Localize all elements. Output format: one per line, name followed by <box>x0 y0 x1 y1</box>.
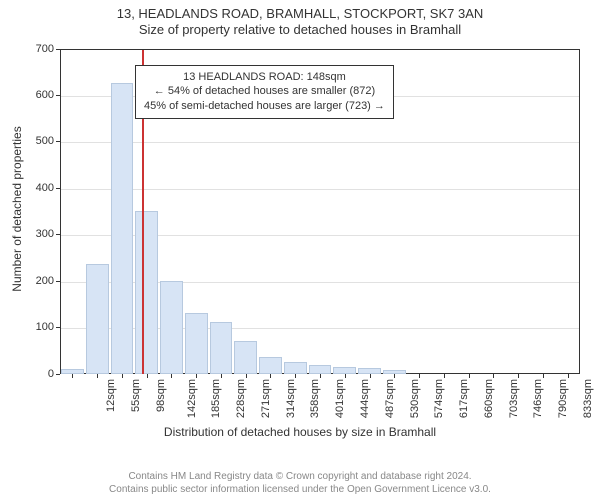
ytick-label: 600 <box>14 89 54 101</box>
ytick-mark <box>56 327 60 328</box>
gridline <box>60 189 579 190</box>
xtick-label: 271sqm <box>260 379 272 418</box>
xtick-mark <box>171 374 172 378</box>
xtick-label: 228sqm <box>235 379 247 418</box>
xtick-mark <box>394 374 395 378</box>
footer-attribution: Contains HM Land Registry data © Crown c… <box>0 470 600 496</box>
xtick-mark <box>493 374 494 378</box>
xtick-label: 660sqm <box>483 379 495 418</box>
bar <box>234 341 257 374</box>
y-axis-line <box>60 50 61 374</box>
ytick-label: 400 <box>14 182 54 194</box>
xtick-mark <box>419 374 420 378</box>
ytick-label: 0 <box>14 368 54 380</box>
xtick-mark <box>295 374 296 378</box>
gridline <box>60 142 579 143</box>
xtick-mark <box>270 374 271 378</box>
xtick-mark <box>345 374 346 378</box>
ytick-label: 200 <box>14 275 54 287</box>
xtick-label: 530sqm <box>409 379 421 418</box>
annotation-line: ← 54% of detached houses are smaller (87… <box>144 84 385 99</box>
xtick-label: 487sqm <box>384 379 396 418</box>
xtick-mark <box>320 374 321 378</box>
ytick-mark <box>56 49 60 50</box>
ytick-mark <box>56 374 60 375</box>
x-axis-label: Distribution of detached houses by size … <box>0 425 600 439</box>
xtick-mark <box>568 374 569 378</box>
ytick-mark <box>56 234 60 235</box>
xtick-mark <box>147 374 148 378</box>
xtick-label: 703sqm <box>508 379 520 418</box>
bar <box>135 211 158 374</box>
bar <box>333 367 356 374</box>
xtick-label: 55sqm <box>130 379 142 412</box>
xtick-label: 358sqm <box>310 379 322 418</box>
bar <box>309 365 332 373</box>
xtick-mark <box>518 374 519 378</box>
xtick-mark <box>543 374 544 378</box>
footer-line-2: Contains public sector information licen… <box>0 483 600 496</box>
chart-title: 13, HEADLANDS ROAD, BRAMHALL, STOCKPORT,… <box>0 0 600 39</box>
bar <box>111 83 134 373</box>
xtick-mark <box>196 374 197 378</box>
xtick-label: 574sqm <box>433 379 445 418</box>
ytick-label: 500 <box>14 135 54 147</box>
footer-line-1: Contains HM Land Registry data © Crown c… <box>0 470 600 483</box>
xtick-label: 142sqm <box>186 379 198 418</box>
xtick-label: 12sqm <box>105 379 117 412</box>
bar <box>259 357 282 373</box>
bar <box>185 313 208 373</box>
title-address: 13, HEADLANDS ROAD, BRAMHALL, STOCKPORT,… <box>0 6 600 22</box>
xtick-mark <box>221 374 222 378</box>
xtick-label: 98sqm <box>155 379 167 412</box>
plot-area: 13 HEADLANDS ROAD: 148sqm← 54% of detach… <box>60 49 580 374</box>
annotation-box: 13 HEADLANDS ROAD: 148sqm← 54% of detach… <box>135 65 394 120</box>
xtick-label: 314sqm <box>285 379 297 418</box>
ytick-label: 100 <box>14 321 54 333</box>
title-subtitle: Size of property relative to detached ho… <box>0 22 600 38</box>
xtick-mark <box>444 374 445 378</box>
chart-container: Number of detached properties 13 HEADLAN… <box>0 39 600 439</box>
ytick-mark <box>56 141 60 142</box>
annotation-line: 45% of semi-detached houses are larger (… <box>144 99 385 114</box>
ytick-label: 700 <box>14 43 54 55</box>
xtick-label: 833sqm <box>582 379 594 418</box>
xtick-mark <box>469 374 470 378</box>
xtick-label: 444sqm <box>359 379 371 418</box>
xtick-mark <box>246 374 247 378</box>
bar <box>284 362 307 374</box>
bar <box>210 322 233 374</box>
xtick-label: 185sqm <box>211 379 223 418</box>
xtick-mark <box>72 374 73 378</box>
xtick-label: 617sqm <box>458 379 470 418</box>
ytick-mark <box>56 281 60 282</box>
xtick-mark <box>122 374 123 378</box>
ytick-label: 300 <box>14 228 54 240</box>
ytick-mark <box>56 188 60 189</box>
xtick-mark <box>370 374 371 378</box>
annotation-line: 13 HEADLANDS ROAD: 148sqm <box>144 70 385 85</box>
xtick-label: 401sqm <box>334 379 346 418</box>
bar <box>86 264 109 373</box>
xtick-mark <box>97 374 98 378</box>
xtick-label: 790sqm <box>557 379 569 418</box>
xtick-label: 746sqm <box>532 379 544 418</box>
ytick-mark <box>56 95 60 96</box>
bar <box>160 281 183 374</box>
